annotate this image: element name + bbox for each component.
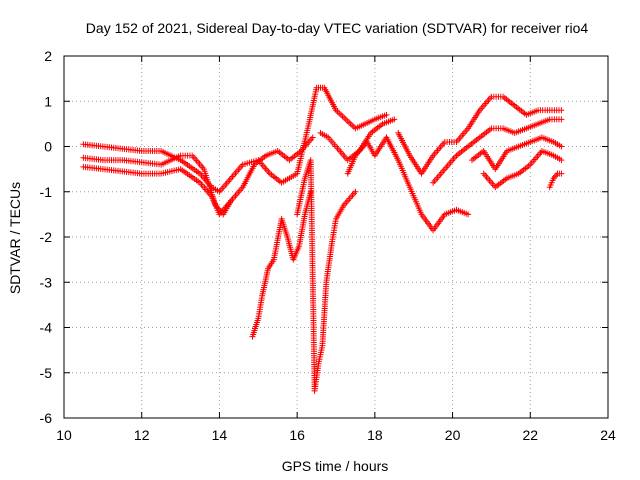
series-sat-e (294, 157, 359, 394)
series-sat-i (430, 116, 565, 186)
y-tick-label: -3 (40, 274, 53, 290)
x-tick-label: 18 (367, 427, 383, 443)
y-tick-label: -5 (40, 365, 53, 381)
y-tick-label: -6 (40, 410, 53, 426)
y-tick-label: -2 (40, 229, 53, 245)
series-sat-d (249, 188, 314, 340)
x-tick-label: 22 (522, 427, 538, 443)
x-tick-label: 20 (445, 427, 461, 443)
data-point-markers (249, 188, 314, 340)
y-tick-label: -4 (40, 320, 53, 336)
series-sat-l (546, 170, 565, 191)
data-point-markers (430, 116, 565, 186)
x-tick-label: 16 (289, 427, 305, 443)
data-point-markers (395, 93, 565, 177)
series-sat-h (395, 93, 565, 177)
series-sat-g (344, 134, 472, 234)
x-tick-label: 12 (134, 427, 150, 443)
y-tick-label: 2 (44, 48, 52, 64)
x-axis-label: GPS time / hours (282, 458, 389, 474)
data-point-markers (480, 148, 565, 191)
data-point-markers (344, 134, 472, 234)
chart-title: Day 152 of 2021, Sidereal Day-to-day VTE… (86, 20, 589, 36)
data-marks (80, 84, 565, 394)
y-tick-label: 1 (44, 93, 52, 109)
series-sat-j (469, 134, 565, 173)
data-point-markers (546, 170, 565, 191)
data-point-markers (294, 157, 359, 394)
series-sat-k (480, 148, 565, 191)
data-point-markers (80, 163, 235, 218)
data-point-markers (469, 134, 565, 173)
y-tick-label: 0 (44, 139, 52, 155)
x-tick-label: 10 (56, 427, 72, 443)
x-tick-label: 14 (212, 427, 228, 443)
y-axis-label: SDTVAR / TECUs (7, 182, 23, 294)
x-tick-label: 24 (600, 427, 616, 443)
series-sat-c (80, 163, 235, 218)
y-tick-label: -1 (40, 184, 53, 200)
